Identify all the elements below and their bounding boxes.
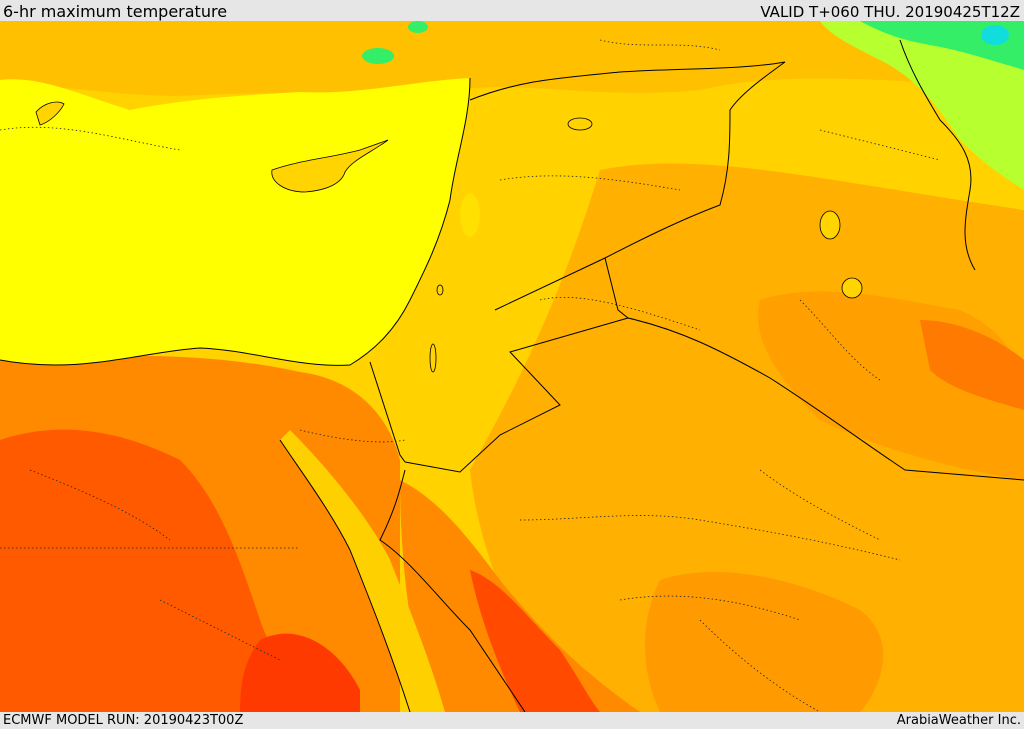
credit-label: ArabiaWeather Inc. (896, 713, 1021, 728)
cold-spot-west (362, 48, 394, 64)
mediterranean-coastline (0, 77, 471, 366)
map-canvas (0, 21, 1024, 712)
footer-bar: ECMWF MODEL RUN: 20190423T00Z ArabiaWeat… (0, 712, 1024, 729)
crete-island (35, 101, 65, 126)
cyprus-island (271, 139, 389, 193)
red-sea-coastline-west (279, 439, 411, 712)
temperature-map[interactable] (0, 21, 1024, 712)
north-warm-band (0, 21, 1024, 96)
province-borders (0, 39, 941, 712)
border-jordan-iraq (604, 257, 629, 319)
hejaz-hottest-zone (470, 570, 600, 712)
map-title: 6-hr maximum temperature (3, 2, 228, 21)
border-jordan-saudi (404, 317, 629, 473)
header-bar: 6-hr maximum temperature VALID T+060 THU… (0, 0, 1024, 21)
gulf-hottest-zone (920, 320, 1024, 410)
hejaz-hot-zone (400, 480, 640, 712)
coldest-spot (981, 25, 1009, 45)
lake-tharthar (819, 210, 841, 240)
border-syria-iraq (494, 61, 786, 311)
lake-razzaza (841, 277, 863, 299)
border-turkey-syria (469, 61, 786, 101)
cool-spot-lebanon (460, 193, 480, 237)
arabia-hot-zone (645, 571, 884, 712)
sea-of-galilee (436, 284, 444, 296)
red-sea-coastline-east (379, 469, 526, 712)
border-iraq-saudi (627, 317, 1024, 481)
egypt-extreme-spot (240, 633, 360, 712)
valid-time: VALID T+060 THU. 20190425T12Z (760, 3, 1020, 21)
border-egypt-israel (369, 361, 406, 463)
mediterranean-sea (0, 78, 470, 366)
lake-assad (567, 117, 593, 131)
border-iran-iraq (899, 39, 976, 271)
northeast-cool-zone (820, 21, 1024, 190)
egypt-hottest-zone (0, 429, 360, 712)
dead-sea (429, 343, 437, 373)
cold-spot-north (408, 21, 428, 33)
model-run-label: ECMWF MODEL RUN: 20190423T00Z (3, 713, 244, 728)
